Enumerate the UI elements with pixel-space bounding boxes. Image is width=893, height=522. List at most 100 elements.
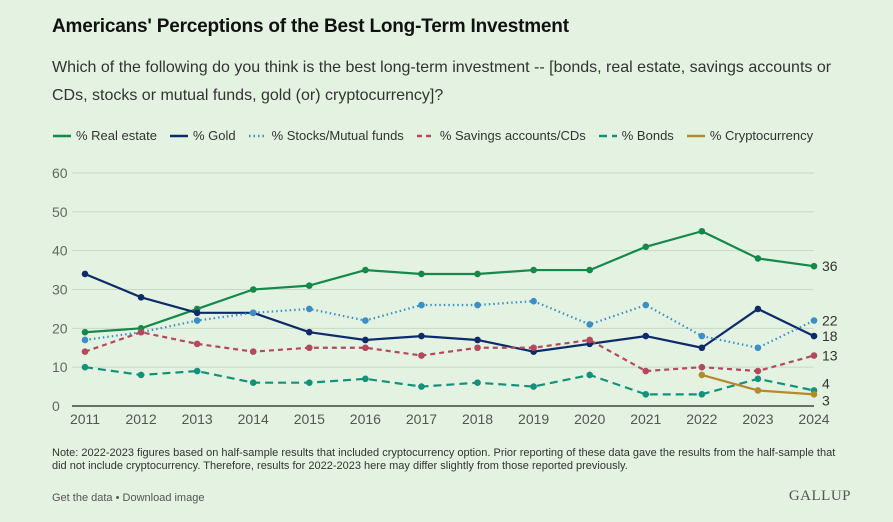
- data-point: [137, 328, 145, 336]
- end-label: 36: [822, 258, 838, 274]
- data-point: [193, 309, 201, 317]
- data-point: [193, 340, 201, 348]
- end-label: 4: [822, 375, 830, 391]
- data-point: [81, 328, 89, 336]
- data-point: [249, 348, 257, 355]
- data-point: [137, 293, 145, 301]
- data-point: [754, 387, 762, 394]
- data-point: [530, 266, 537, 274]
- data-point: [81, 270, 89, 278]
- series-line-4: [84, 366, 815, 396]
- data-point: [362, 266, 369, 274]
- x-tick-label: 2019: [518, 411, 549, 427]
- data-point: [698, 371, 706, 379]
- data-point: [306, 282, 313, 289]
- end-label: 13: [822, 348, 838, 364]
- data-point: [754, 344, 762, 352]
- data-point: [474, 379, 481, 387]
- x-tick-label: 2016: [350, 411, 381, 427]
- x-tick-label: 2017: [406, 411, 437, 427]
- legend-swatch-icon: [598, 134, 617, 137]
- data-point: [698, 391, 706, 398]
- data-point: [754, 367, 762, 375]
- x-tick-label: 2018: [462, 411, 493, 427]
- y-tick-label: 0: [52, 398, 60, 414]
- x-tick-label: 2024: [798, 411, 829, 427]
- legend-label: % Savings accounts/CDs: [439, 128, 586, 143]
- data-point: [362, 317, 369, 324]
- end-label: 18: [822, 328, 838, 344]
- legend-item: % Gold: [169, 128, 236, 143]
- legend-swatch-icon: [686, 134, 705, 137]
- data-point: [642, 367, 650, 375]
- y-tick-label: 30: [52, 282, 68, 298]
- end-label: 3: [822, 392, 830, 408]
- data-point: [754, 305, 762, 313]
- footer-links: Get the data • Download image: [52, 492, 204, 504]
- data-point: [810, 332, 818, 340]
- data-point: [810, 262, 818, 270]
- data-point: [81, 336, 89, 344]
- series-line-3: [84, 331, 815, 373]
- legend-label: % Cryptocurrency: [709, 128, 814, 143]
- chart-title: Americans' Perceptions of the Best Long-…: [52, 16, 569, 37]
- data-point: [137, 371, 145, 379]
- chart-note: Note: 2022-2023 figures based on half-sa…: [52, 447, 836, 472]
- legend-label: % Stocks/Mutual funds: [271, 128, 404, 143]
- x-tick-label: 2020: [574, 411, 605, 427]
- series-line-1: [84, 272, 815, 353]
- data-point: [754, 375, 762, 383]
- data-point: [810, 352, 818, 359]
- data-point: [193, 317, 201, 324]
- y-tick-label: 10: [52, 359, 68, 375]
- data-point: [362, 344, 369, 352]
- data-point: [249, 379, 257, 387]
- gallup-logo: GALLUP: [788, 488, 851, 504]
- data-point: [698, 344, 706, 352]
- data-point: [81, 348, 89, 355]
- data-point: [81, 363, 89, 371]
- x-tick-label: 2022: [686, 411, 717, 427]
- data-point: [530, 297, 537, 305]
- x-tick-label: 2014: [238, 411, 269, 427]
- data-point: [418, 352, 425, 359]
- line-chart: 0 10 20 30 40 50 60 2011 2012 2013 2014 2015 2016 201…: [52, 165, 838, 427]
- data-point: [642, 243, 650, 251]
- legend-label: % Bonds: [621, 128, 674, 143]
- data-point: [530, 383, 537, 390]
- data-point: [474, 301, 481, 309]
- data-point: [642, 332, 650, 340]
- legend-swatch-icon: [248, 134, 267, 137]
- legend-item: % Bonds: [598, 128, 674, 143]
- data-point: [698, 332, 706, 340]
- get-the-data-link[interactable]: Get the data: [52, 492, 113, 504]
- data-point: [306, 379, 313, 387]
- legend-item: % Cryptocurrency: [686, 128, 813, 143]
- end-label: 22: [822, 313, 838, 329]
- legend-swatch-icon: [53, 134, 71, 137]
- x-tick-label: 2015: [294, 411, 325, 427]
- legend-item: % Savings accounts/CDs: [416, 128, 586, 143]
- data-point: [810, 391, 818, 398]
- separator: •: [112, 492, 123, 504]
- series-line-2: [84, 300, 815, 349]
- data-point: [474, 270, 481, 278]
- data-point: [249, 309, 257, 317]
- data-point: [418, 332, 425, 340]
- legend-label: % Real estate: [76, 128, 157, 143]
- y-tick-label: 20: [52, 320, 68, 336]
- x-tick-label: 2023: [742, 411, 773, 427]
- legend-swatch-icon: [169, 134, 188, 137]
- data-point: [586, 336, 593, 344]
- data-point: [306, 305, 313, 313]
- x-tick-label: 2012: [125, 411, 156, 427]
- data-point: [586, 321, 593, 328]
- data-point: [193, 367, 201, 375]
- chart-subtitle: Which of the following do you think is t…: [52, 59, 832, 104]
- legend-label: % Gold: [192, 128, 236, 143]
- legend-item: % Stocks/Mutual funds: [248, 128, 404, 143]
- data-point: [249, 286, 257, 293]
- data-point: [586, 266, 593, 274]
- y-tick-label: 60: [52, 165, 68, 181]
- download-image-link[interactable]: Download image: [122, 492, 205, 504]
